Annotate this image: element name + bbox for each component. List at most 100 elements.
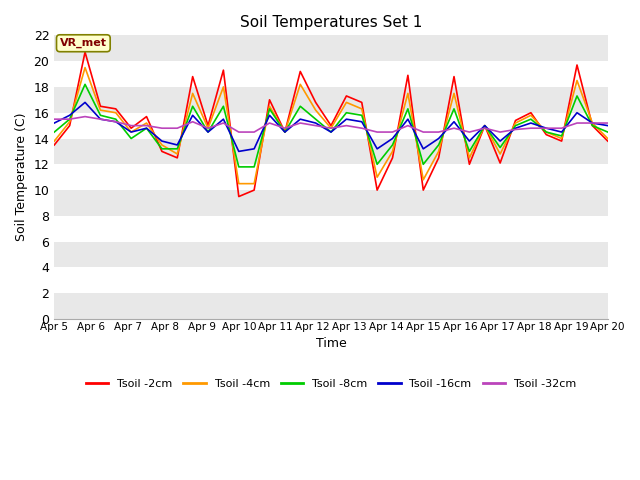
- Tsoil -2cm: [435, 155, 442, 161]
- Tsoil -4cm: [435, 148, 442, 154]
- Tsoil -32cm: [296, 120, 304, 126]
- Tsoil -32cm: [281, 125, 289, 131]
- Tsoil -32cm: [66, 116, 74, 122]
- Tsoil -4cm: [204, 125, 212, 131]
- Bar: [54, 139, 608, 164]
- Tsoil -32cm: [204, 125, 212, 131]
- Tsoil -8cm: [573, 93, 581, 99]
- Tsoil -16cm: [388, 136, 396, 142]
- Tsoil -4cm: [66, 119, 74, 125]
- Tsoil -2cm: [511, 118, 519, 123]
- Tsoil -2cm: [358, 99, 365, 105]
- Tsoil -2cm: [589, 123, 596, 129]
- Bar: [54, 267, 608, 293]
- Tsoil -16cm: [189, 112, 196, 118]
- Tsoil -8cm: [342, 110, 350, 116]
- Tsoil -16cm: [112, 119, 120, 125]
- Tsoil -32cm: [388, 129, 396, 135]
- Bar: [54, 293, 608, 319]
- Tsoil -16cm: [481, 123, 488, 129]
- Tsoil -32cm: [543, 125, 550, 131]
- Tsoil -32cm: [143, 123, 150, 129]
- Tsoil -32cm: [419, 129, 427, 135]
- Tsoil -8cm: [281, 129, 289, 135]
- Tsoil -8cm: [481, 123, 488, 129]
- Line: Tsoil -2cm: Tsoil -2cm: [54, 52, 608, 196]
- Y-axis label: Soil Temperature (C): Soil Temperature (C): [15, 113, 28, 241]
- Tsoil -2cm: [373, 187, 381, 193]
- Tsoil -4cm: [51, 138, 58, 144]
- Tsoil -16cm: [358, 119, 365, 125]
- Tsoil -4cm: [358, 106, 365, 112]
- Tsoil -16cm: [511, 125, 519, 131]
- Tsoil -4cm: [496, 151, 504, 157]
- Tsoil -8cm: [558, 133, 566, 139]
- Bar: [54, 87, 608, 113]
- Bar: [54, 113, 608, 139]
- Tsoil -16cm: [204, 129, 212, 135]
- Tsoil -16cm: [51, 120, 58, 126]
- Tsoil -8cm: [97, 112, 104, 118]
- Tsoil -32cm: [450, 125, 458, 131]
- Tsoil -4cm: [573, 78, 581, 84]
- Tsoil -32cm: [312, 123, 319, 129]
- Tsoil -32cm: [81, 114, 89, 120]
- Bar: [54, 61, 608, 87]
- Bar: [54, 36, 608, 61]
- Tsoil -2cm: [496, 160, 504, 166]
- Tsoil -8cm: [112, 116, 120, 122]
- Tsoil -32cm: [173, 125, 181, 131]
- Tsoil -32cm: [97, 116, 104, 122]
- Tsoil -2cm: [312, 99, 319, 105]
- Line: Tsoil -32cm: Tsoil -32cm: [54, 117, 608, 132]
- Tsoil -8cm: [589, 123, 596, 129]
- Tsoil -8cm: [250, 164, 258, 170]
- Tsoil -32cm: [373, 129, 381, 135]
- Tsoil -16cm: [604, 123, 612, 129]
- Tsoil -32cm: [189, 119, 196, 125]
- Tsoil -8cm: [66, 116, 74, 122]
- Tsoil -4cm: [388, 148, 396, 154]
- Tsoil -4cm: [81, 65, 89, 71]
- Tsoil -32cm: [527, 125, 535, 131]
- Tsoil -2cm: [481, 123, 488, 129]
- Tsoil -4cm: [235, 181, 243, 187]
- Tsoil -16cm: [97, 116, 104, 122]
- Tsoil -4cm: [558, 136, 566, 142]
- Tsoil -16cm: [404, 116, 412, 122]
- Tsoil -16cm: [419, 146, 427, 152]
- Tsoil -8cm: [388, 142, 396, 148]
- Tsoil -32cm: [250, 129, 258, 135]
- Bar: [54, 164, 608, 190]
- Tsoil -32cm: [327, 125, 335, 131]
- Tsoil -8cm: [204, 129, 212, 135]
- Tsoil -16cm: [589, 120, 596, 126]
- Tsoil -2cm: [97, 103, 104, 109]
- Tsoil -32cm: [51, 116, 58, 122]
- Tsoil -8cm: [266, 106, 273, 112]
- Tsoil -32cm: [358, 125, 365, 131]
- Tsoil -32cm: [496, 129, 504, 135]
- Tsoil -8cm: [543, 129, 550, 135]
- Tsoil -2cm: [66, 123, 74, 129]
- Tsoil -8cm: [604, 129, 612, 135]
- Tsoil -16cm: [296, 116, 304, 122]
- Tsoil -16cm: [127, 129, 135, 135]
- Tsoil -32cm: [573, 120, 581, 126]
- Tsoil -8cm: [465, 148, 473, 154]
- Tsoil -2cm: [419, 187, 427, 193]
- Tsoil -2cm: [327, 123, 335, 129]
- Tsoil -2cm: [127, 125, 135, 131]
- Tsoil -32cm: [435, 129, 442, 135]
- Tsoil -4cm: [250, 181, 258, 187]
- Tsoil -8cm: [296, 103, 304, 109]
- Bar: [54, 216, 608, 242]
- Tsoil -16cm: [235, 148, 243, 154]
- Tsoil -32cm: [589, 120, 596, 126]
- Tsoil -16cm: [266, 112, 273, 118]
- Tsoil -4cm: [281, 129, 289, 135]
- Tsoil -8cm: [312, 116, 319, 122]
- Tsoil -8cm: [81, 82, 89, 87]
- Tsoil -4cm: [511, 120, 519, 126]
- Tsoil -2cm: [527, 110, 535, 116]
